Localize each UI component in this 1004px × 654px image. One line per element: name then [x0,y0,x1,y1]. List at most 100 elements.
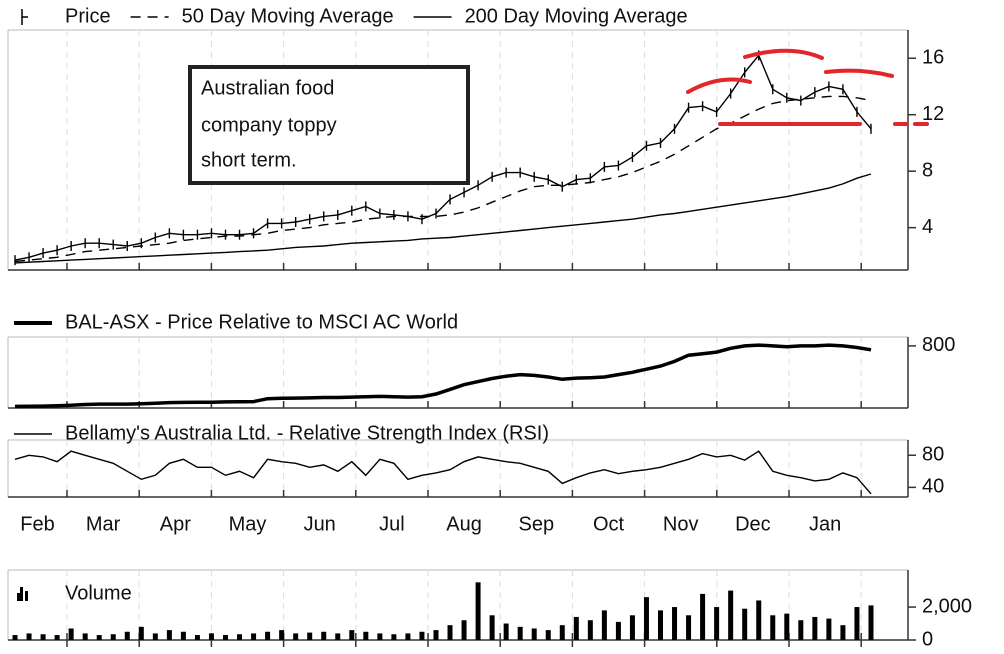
y-tick-label: 2,000 [922,595,972,617]
volume-bar [868,605,874,640]
volume-bar [629,615,635,640]
y-tick-label: 4 [922,216,933,238]
volume-bar [405,633,411,640]
volume-bar [166,630,172,640]
volume-bar [658,610,663,640]
volume-bar [68,628,74,640]
volume-bar [728,590,734,640]
volume-bar [251,633,257,640]
volume-bar [391,634,397,640]
volume-bar [545,630,551,640]
volume-bar [279,630,285,640]
volume-bar [447,625,453,640]
volume-bar [798,620,804,640]
volume-bar [335,633,341,640]
volume-bar [293,633,299,640]
x-tick-label: Oct [593,513,625,535]
volume-bar [475,582,481,640]
volume-bar [377,633,383,640]
volume-bar [686,615,692,640]
legend-symbol [20,587,23,601]
volume-bar [601,610,607,640]
x-tick-label: Mar [86,513,121,535]
volume-bar [573,616,579,640]
volume-bar [265,631,271,640]
annotation-box [188,65,470,185]
volume-bar [194,635,200,640]
volume-bar [349,630,355,640]
price-line [14,54,872,261]
volume-bar [96,635,102,640]
x-tick-label: Apr [160,513,191,535]
legend-label: Price [65,5,111,27]
series-line [14,343,872,409]
y-tick-label: 80 [922,444,944,466]
legend-label: Bellamy's Australia Ltd. - Relative Stre… [65,422,549,444]
volume-bar [26,633,32,640]
legend-label: BAL-ASX - Price Relative to MSCI AC Worl… [65,311,458,333]
volume-bar [124,631,130,640]
x-tick-label: Jan [809,513,841,535]
x-tick-label: Feb [20,513,54,535]
volume-bar [643,597,649,640]
volume-bar [742,608,748,640]
legend-symbol [25,591,28,601]
y-tick-label: 8 [922,159,933,181]
volume-bar [237,634,243,640]
volume-bar [307,632,313,640]
volume-bar [489,615,495,640]
y-tick-label: 12 [922,103,944,125]
legend-label: 50 Day Moving Average [182,5,394,27]
red-stroke [686,77,752,94]
volume-bar [152,633,158,640]
volume-bar [419,631,425,640]
volume-bar [672,607,678,640]
annotation-line: Australian food [201,77,334,99]
volume-bar [826,618,832,640]
volume-bar [433,630,439,640]
legend-label: 200 Day Moving Average [465,5,688,27]
volume-bar [110,634,116,640]
x-tick-label: Jun [304,513,336,535]
x-tick-label: Jul [379,513,405,535]
y-tick-label: 0 [922,628,933,650]
x-tick-label: Sep [519,513,555,535]
volume-bar [615,621,621,640]
volume-bar [82,633,88,640]
volume-bar [812,616,818,640]
y-tick-label: 40 [922,476,944,498]
hand-drawn-marks [686,48,934,126]
volume-bar [223,635,228,640]
volume-bar [461,620,467,640]
volume-bar [40,634,46,640]
x-tick-label: May [229,513,267,535]
red-stroke [824,68,894,78]
x-tick-label: Aug [446,513,482,535]
volume-bar [54,635,60,640]
volume-bar [784,613,790,640]
annotation-line: company toppy [201,114,337,136]
volume-bar [12,635,18,640]
red-stroke [743,48,824,60]
volume-bar [531,628,537,640]
volume-bar [321,631,327,640]
y-tick-label: 16 [922,47,944,69]
y-tick-label: 800 [922,334,955,356]
volume-bar [700,593,706,640]
volume-bar [854,607,860,640]
legend-symbol [17,593,20,601]
series-line [14,173,872,264]
volume-bar [138,626,144,640]
volume-bar [180,631,186,640]
volume-bar [756,600,762,640]
annotation-line: short term. [201,149,297,171]
legend-label: Volume [65,582,132,604]
volume-bar [208,633,214,640]
volume-bar [363,631,369,640]
volume-bar [840,625,846,640]
x-tick-label: Nov [663,513,699,535]
volume-bar [714,607,720,640]
volume-bar [517,626,523,640]
